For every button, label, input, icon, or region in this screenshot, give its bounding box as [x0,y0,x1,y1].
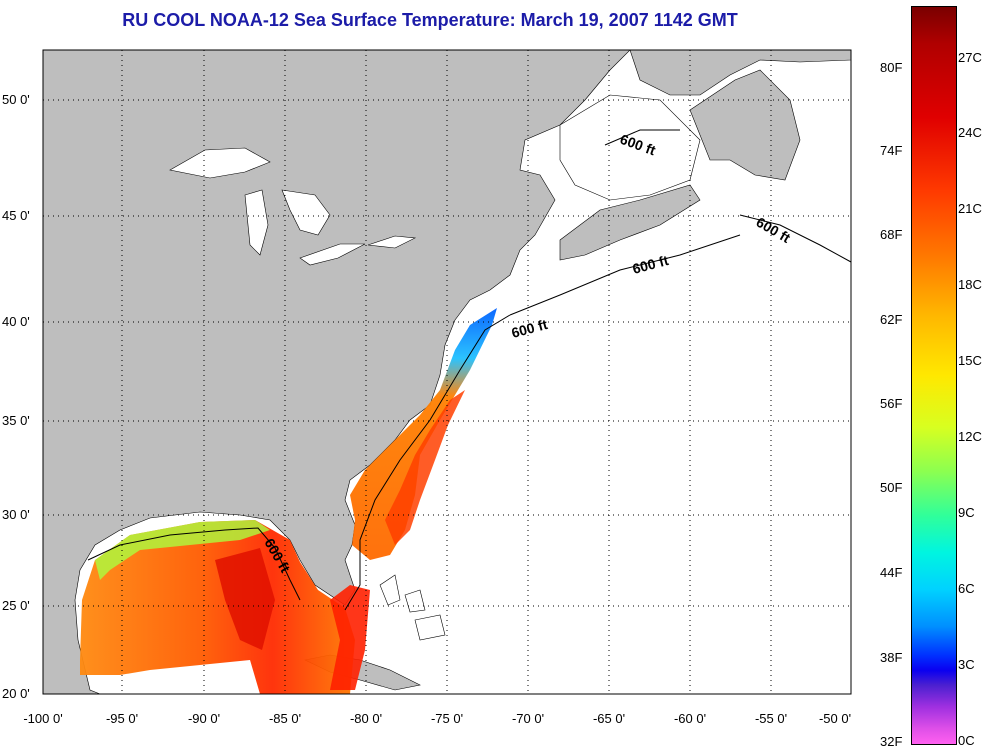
colorbar-label-9c: 9C [958,505,975,520]
lon-tick-85: -85 0' [269,711,301,726]
sst-gulf-stream-east [385,390,465,545]
sst-map: 600 ft 600 ft 600 ft 600 ft 600 ft 50 0'… [2,49,852,726]
colorbar-label-32f: 32F [880,734,903,749]
lat-tick-45: 45 0' [2,208,30,223]
lat-tick-35: 35 0' [2,413,30,428]
colorbar-label-44f: 44F [880,565,903,580]
sst-gulf-of-mexico [80,520,355,694]
lake-michigan [244,189,269,256]
bahamas-islands [379,574,446,641]
lon-tick-50: -50 0' [819,711,851,726]
colorbar-label-27c: 27C [958,50,982,65]
land-labrador [629,50,851,96]
colorbar-label-38f: 38F [880,650,903,665]
lon-tick-80: -80 0' [350,711,382,726]
colorbar-label-80f: 80F [880,60,903,75]
colorbar-label-12c: 12C [958,429,982,444]
sst-loop-current [215,548,275,650]
lon-tick-55: -55 0' [755,711,787,726]
lake-huron [281,189,331,236]
lon-tick-65: -65 0' [593,711,625,726]
lat-tick-30: 30 0' [2,507,30,522]
colorbar-label-68f: 68F [880,227,903,242]
colorbar-label-56f: 56F [880,396,903,411]
land-newfoundland [689,69,801,181]
lat-tick-40: 40 0' [2,314,30,329]
colorbar-label-18c: 18C [958,277,982,292]
lon-tick-90: -90 0' [188,711,220,726]
lat-tick-25: 25 0' [2,598,30,613]
colorbar-label-3c: 3C [958,657,975,672]
lake-ontario [367,235,417,249]
lon-tick-100: -100 0' [23,711,62,726]
sst-gulf-stream-florida [330,585,370,690]
colorbar-label-50f: 50F [880,480,903,495]
land-maritimes [559,184,701,261]
colorbar-label-24c: 24C [958,125,982,140]
lon-tick-95: -95 0' [106,711,138,726]
isobath-600ft [87,129,851,611]
map-frame [42,49,852,695]
colorbar-label-0c: 0C [958,733,975,748]
colorbar-label-62f: 62F [880,312,903,327]
lon-tick-75: -75 0' [431,711,463,726]
lat-tick-20: 20 0' [2,686,30,701]
land-north-america [43,50,631,694]
lake-superior [169,147,271,179]
colorbar-label-21c: 21C [958,201,982,216]
gulf-st-lawrence [559,94,701,201]
colorbar-label-15c: 15C [958,353,982,368]
lon-tick-70: -70 0' [512,711,544,726]
temperature-colorbar [911,6,957,745]
colorbar-label-74f: 74F [880,143,903,158]
colorbar-label-6c: 6C [958,581,975,596]
lon-tick-60: -60 0' [674,711,706,726]
sst-northern-gulf-shelf [95,520,270,580]
lake-erie [299,243,366,266]
lat-tick-50: 50 0' [2,92,30,107]
map-title: RU COOL NOAA-12 Sea Surface Temperature:… [122,10,738,30]
sst-east-coast [350,308,497,560]
